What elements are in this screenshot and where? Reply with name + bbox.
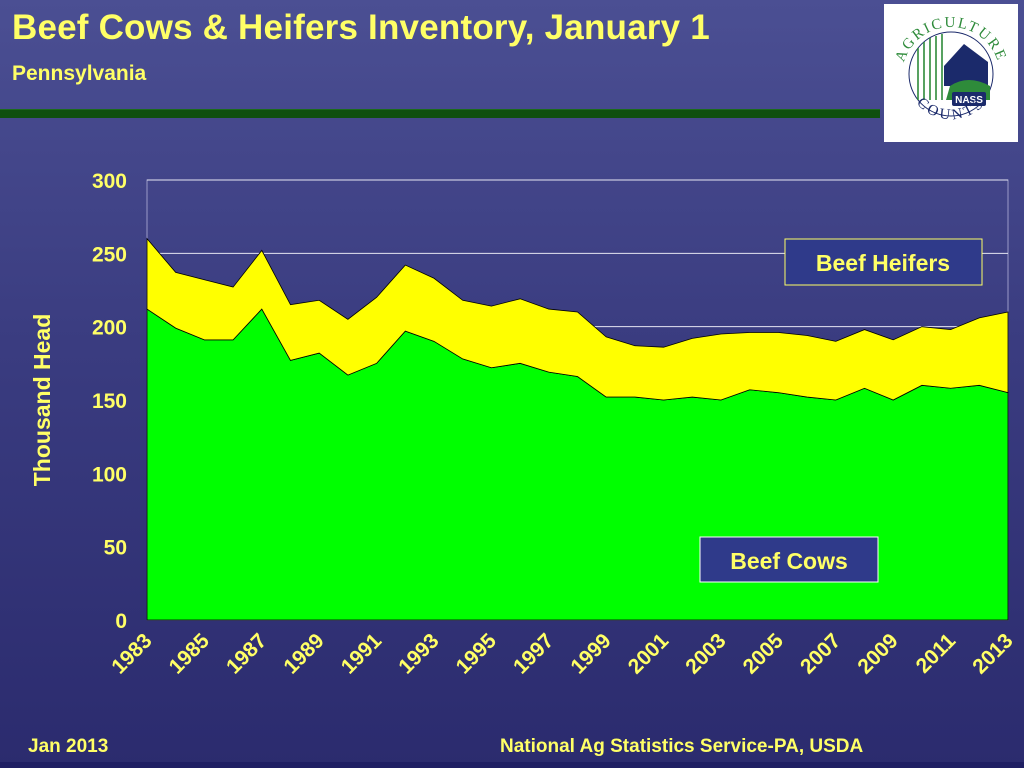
- x-tick-label: 1997: [509, 629, 558, 678]
- x-tick-label: 1999: [566, 629, 615, 678]
- title-divider: [0, 109, 880, 118]
- x-tick-label: 2001: [624, 629, 674, 679]
- footer-source: National Ag Statistics Service-PA, USDA: [500, 736, 864, 757]
- x-tick-label: 1995: [452, 629, 502, 679]
- y-tick-label: 0: [115, 610, 127, 633]
- building-icon: [917, 34, 943, 100]
- slide-title: Beef Cows & Heifers Inventory, January 1: [12, 8, 710, 47]
- y-tick-label: 100: [92, 463, 127, 486]
- footer-date: Jan 2013: [28, 736, 109, 757]
- area-series-beef-heifers: [146, 237, 1009, 401]
- legend-box-beef-cows: [699, 536, 879, 583]
- x-tick-label: 1985: [165, 629, 215, 679]
- agriculture-counts-seal: NASS AGRICULTURE COUNTS: [892, 15, 1007, 124]
- legend-label-beef-heifers: Beef Heifers: [816, 250, 950, 276]
- y-tick-label: 150: [92, 390, 127, 413]
- x-tick-label: 1993: [394, 629, 443, 678]
- y-tick-label: 200: [92, 317, 127, 340]
- y-axis-label: Thousand Head: [29, 314, 55, 487]
- x-tick-label: 2009: [853, 629, 902, 678]
- legend-label-beef-cows: Beef Cows: [730, 548, 848, 574]
- legend-box-beef-heifers: [784, 238, 983, 286]
- logo-badge-text: NASS: [955, 95, 983, 106]
- barn-icon: [944, 44, 988, 86]
- y-tick-label: 300: [92, 170, 127, 193]
- y-tick-label: 50: [104, 537, 127, 560]
- x-tick-label: 1991: [337, 629, 387, 679]
- x-tick-label: 1989: [279, 629, 328, 678]
- x-tick-label: 2011: [912, 629, 961, 678]
- x-tick-label: 2013: [968, 629, 1017, 678]
- x-tick-label: 1983: [107, 629, 156, 678]
- footer-divider: [0, 762, 1024, 768]
- x-tick-label: 2007: [796, 629, 845, 678]
- x-tick-label: 1987: [222, 629, 271, 678]
- nass-logo: NASS AGRICULTURE COUNTS: [884, 4, 1018, 142]
- x-tick-label: 2005: [739, 629, 789, 679]
- slide-subtitle: Pennsylvania: [12, 62, 147, 85]
- y-tick-label: 250: [92, 243, 127, 266]
- x-tick-label: 2003: [681, 629, 730, 678]
